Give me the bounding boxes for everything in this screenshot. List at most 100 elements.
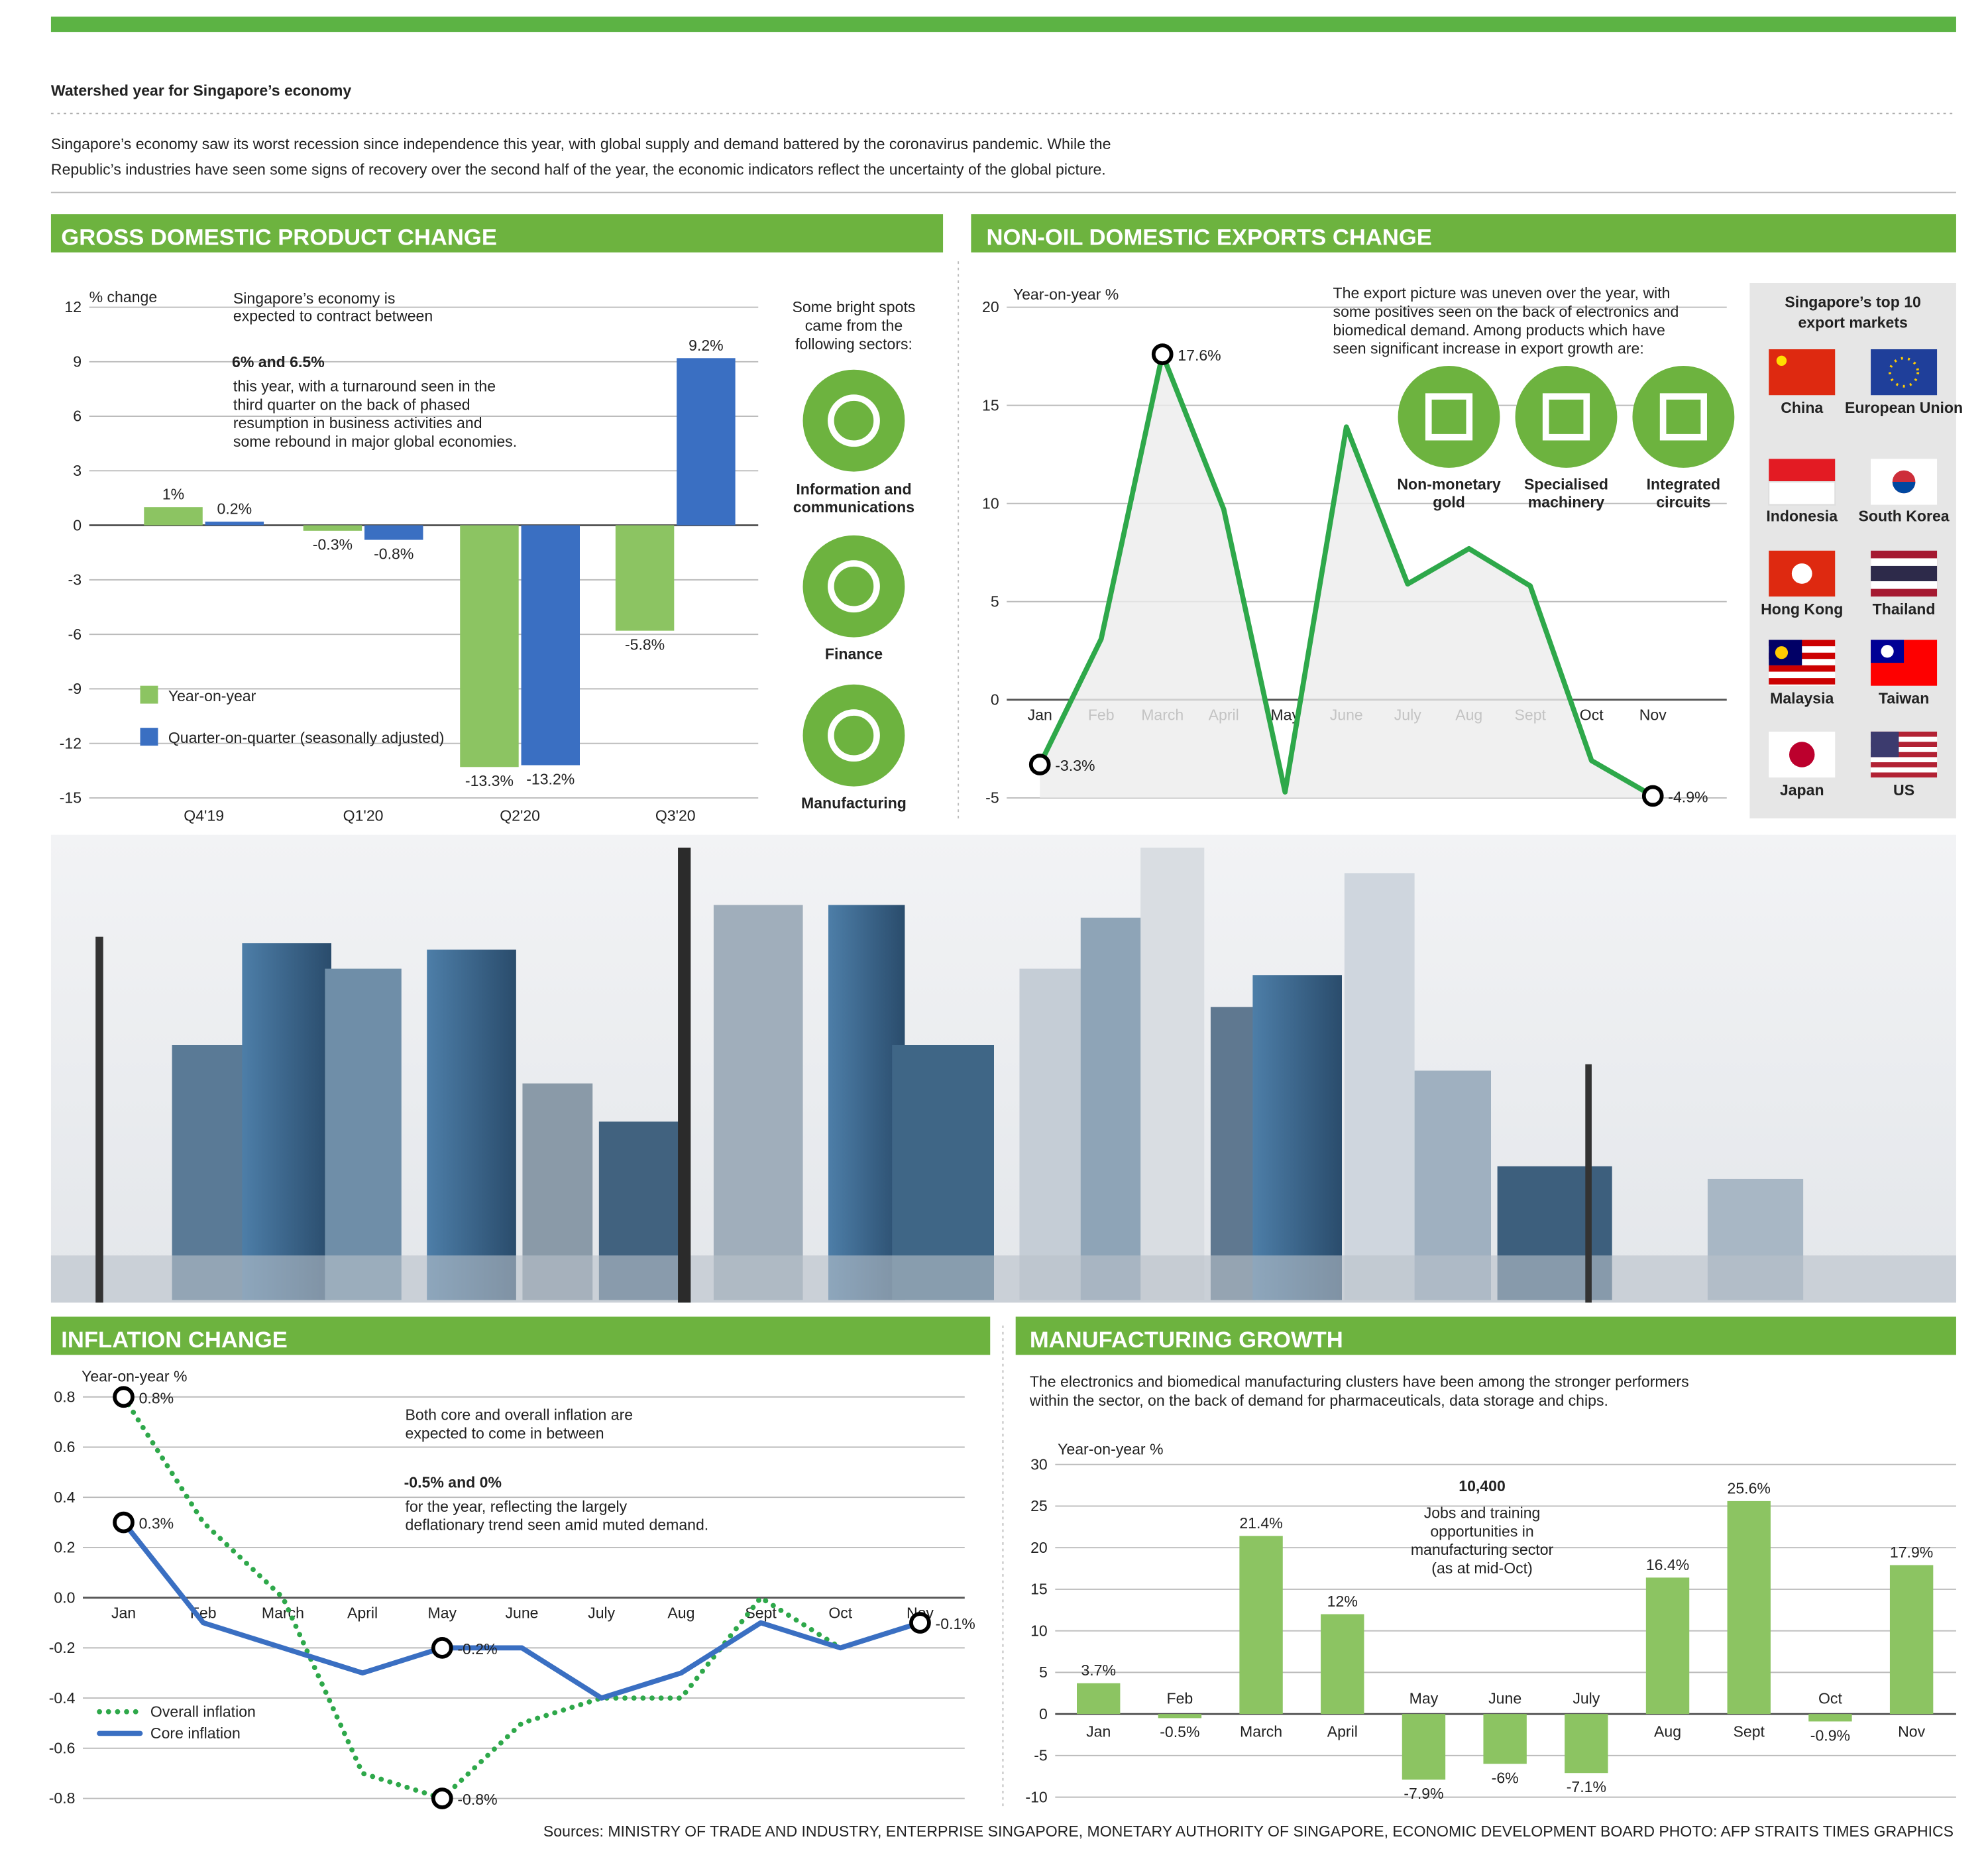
product-label: Integrated	[1647, 476, 1720, 493]
value-label: -5.8%	[625, 636, 665, 653]
x-tick-label: April	[1327, 1723, 1358, 1740]
x-tick-label: Nov	[1639, 706, 1667, 724]
y-tick-label: 20	[982, 298, 999, 315]
section-header	[971, 214, 1956, 253]
product-label: gold	[1433, 493, 1465, 510]
y-tick-label: 12	[64, 298, 82, 315]
product-label: machinery	[1528, 493, 1605, 510]
value-label: -4.9%	[1668, 789, 1708, 806]
y-tick-label: 5	[1039, 1664, 1048, 1681]
value-label: -6%	[1492, 1769, 1519, 1786]
bar	[615, 525, 675, 631]
y-axis-label: % change	[89, 288, 158, 306]
product-label: Specialised	[1524, 476, 1608, 493]
line	[121, 1394, 923, 1801]
y-tick-label: 30	[1030, 1455, 1048, 1473]
callout-text: opportunities in	[1430, 1522, 1533, 1540]
section-title: MANUFACTURING GROWTH	[1030, 1328, 1343, 1353]
market-label: Hong Kong	[1761, 600, 1843, 618]
market-label: US	[1893, 781, 1914, 799]
legend-label: Year-on-year	[168, 687, 256, 705]
x-tick-label: July	[588, 1604, 615, 1621]
callout-text: this year, with a turnaround seen in the	[233, 377, 496, 394]
value-label: 17.6%	[1178, 347, 1221, 364]
callout-highlight: 6% and 6.5%	[232, 353, 325, 370]
bar	[364, 525, 423, 540]
callout-text: manufacturing sector	[1411, 1541, 1554, 1558]
sector-icon	[802, 369, 905, 472]
area	[1040, 354, 1653, 798]
y-tick-label: -12	[60, 734, 82, 752]
market-label: Malaysia	[1770, 690, 1834, 707]
x-tick-label: May	[1409, 1690, 1439, 1707]
y-tick-label: 0.4	[54, 1489, 75, 1506]
y-tick-label: 10	[1030, 1622, 1048, 1639]
point-marker	[1151, 343, 1174, 365]
bar	[1889, 1565, 1934, 1715]
market-label: Indonesia	[1766, 508, 1838, 525]
legend-swatch	[140, 728, 158, 746]
x-tick-label: May	[428, 1604, 457, 1621]
x-tick-label: Sept	[1734, 1723, 1765, 1740]
point-marker	[1641, 785, 1664, 807]
bar	[1402, 1714, 1446, 1780]
bar	[1483, 1714, 1527, 1764]
sector-label: Finance	[825, 645, 883, 662]
product-label: Non-monetary	[1397, 476, 1500, 493]
value-label: -7.1%	[1567, 1778, 1606, 1795]
market-label: Thailand	[1873, 600, 1936, 618]
value-label: 0.2%	[217, 500, 252, 518]
line	[121, 1520, 923, 1701]
bar	[460, 525, 519, 767]
sector-label: Information and	[796, 480, 911, 498]
section-header	[50, 214, 944, 253]
product-icon	[1632, 366, 1735, 468]
sector-icon-inner	[828, 709, 880, 762]
callout-text: some rebound in major global economies.	[233, 433, 517, 450]
value-label: 16.4%	[1646, 1556, 1689, 1573]
intro: Singapore’s economy saw its worst recess…	[51, 135, 1111, 152]
sector-icon	[802, 535, 905, 638]
value-label: 21.4%	[1239, 1514, 1282, 1532]
x-tick-label: April	[347, 1604, 378, 1621]
value-label: -0.3%	[313, 536, 353, 553]
y-tick-label: 0	[1039, 1705, 1048, 1723]
bar	[1239, 1536, 1283, 1715]
x-tick-label: Feb	[1167, 1690, 1193, 1707]
value-label: 17.9%	[1890, 1544, 1933, 1561]
product-icon	[1398, 366, 1500, 468]
section-header	[50, 1316, 991, 1355]
x-tick-label: Nov	[1898, 1723, 1925, 1740]
callout-highlight: 10,400	[1459, 1477, 1506, 1495]
callout-highlight: -0.5% and 0%	[404, 1473, 502, 1491]
bar	[205, 522, 264, 526]
value-label: -0.8%	[457, 1791, 497, 1808]
callout-text: for the year, reflecting the largely	[406, 1498, 628, 1515]
section-title: GROSS DOMESTIC PRODUCT CHANGE	[61, 225, 497, 250]
value-label: 12%	[1327, 1593, 1358, 1610]
x-tick-label: March	[1240, 1723, 1282, 1740]
value-label: 3.7%	[1081, 1662, 1116, 1679]
sectors-intro: came from the	[805, 317, 903, 334]
x-tick-label: Oct	[1580, 706, 1604, 724]
sector-icon-inner	[828, 560, 880, 613]
callout-text: biomedical demand. Among products which …	[1333, 321, 1665, 339]
sectors-intro: following sectors:	[795, 335, 912, 353]
callout-text: expected to come in between	[406, 1424, 604, 1441]
callout-text: The export picture was uneven over the y…	[1333, 284, 1671, 302]
sector-label: communications	[793, 498, 914, 516]
x-tick-label: June	[1488, 1690, 1521, 1707]
market-label: European Union	[1845, 399, 1963, 416]
callout-text: deflationary trend seen amid muted deman…	[406, 1516, 709, 1534]
x-tick-label: Q4'19	[184, 807, 224, 824]
title: Watershed year for Singapore’s economy	[51, 82, 351, 99]
product-icon	[1515, 366, 1618, 468]
market-label: Taiwan	[1879, 690, 1929, 707]
section-title: INFLATION CHANGE	[61, 1328, 288, 1353]
x-tick-label: Jan	[111, 1604, 136, 1621]
y-tick-label: 0	[73, 516, 82, 534]
x-tick-label: July	[1573, 1690, 1600, 1707]
sources: Sources: MINISTRY OF TRADE AND INDUSTRY,…	[543, 1823, 1954, 1840]
y-tick-label: 10	[982, 494, 999, 512]
